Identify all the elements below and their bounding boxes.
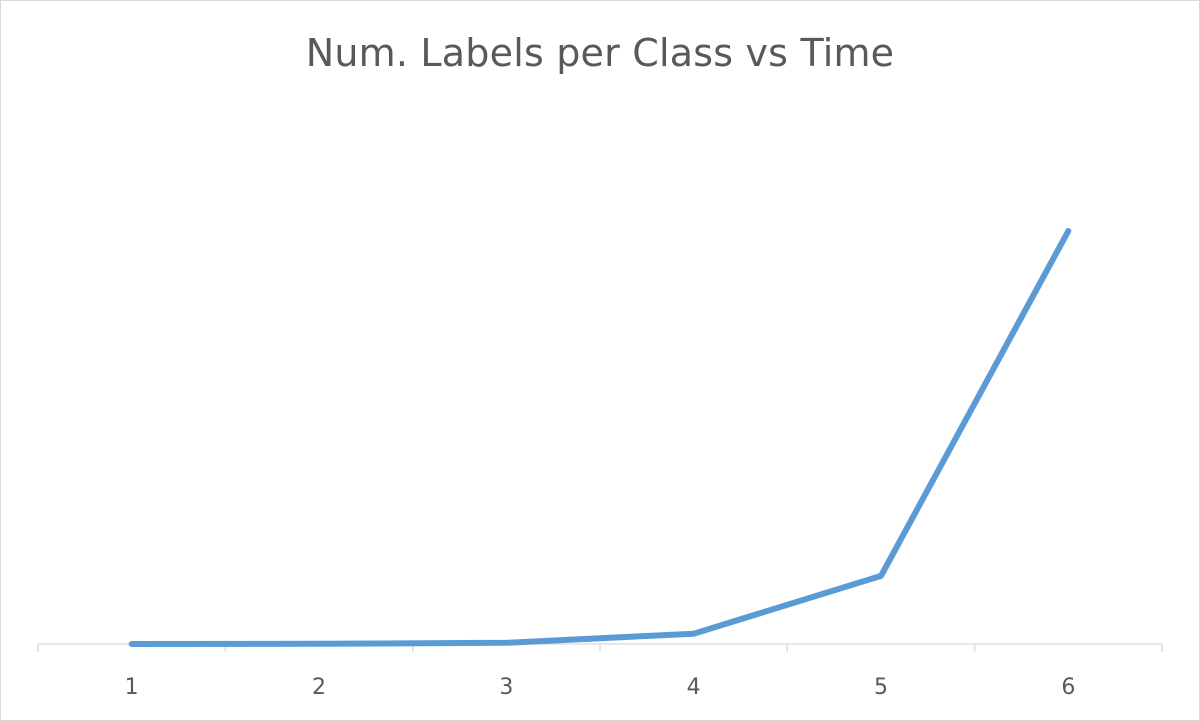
x-tick-label: 2 xyxy=(312,675,326,700)
chart-title: Num. Labels per Class vs Time xyxy=(305,31,895,75)
x-tick-label: 4 xyxy=(687,675,701,700)
series-line xyxy=(128,228,1072,647)
x-tick-label: 6 xyxy=(1061,675,1075,700)
x-tick-label: 3 xyxy=(499,675,513,700)
x-tick-label: 1 xyxy=(125,675,139,700)
x-tick-label: 5 xyxy=(874,675,888,700)
